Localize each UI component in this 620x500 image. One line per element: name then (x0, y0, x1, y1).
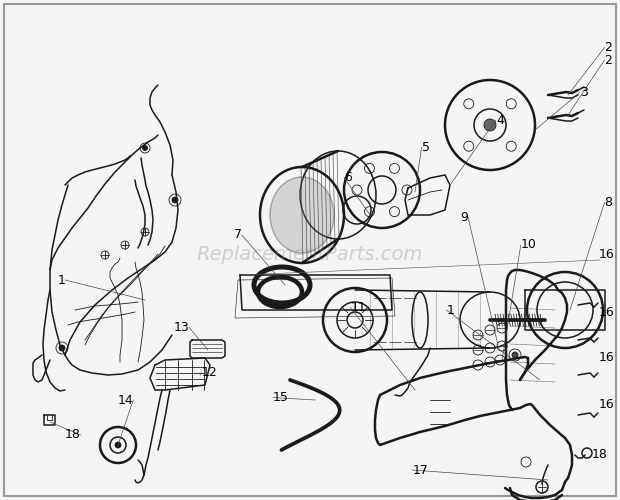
Text: 9: 9 (460, 211, 468, 224)
Text: 13: 13 (174, 321, 189, 334)
Text: 16: 16 (598, 248, 614, 262)
Circle shape (143, 146, 148, 150)
Text: 17: 17 (412, 464, 428, 476)
Text: 2: 2 (604, 41, 613, 54)
Text: 8: 8 (604, 196, 613, 209)
Text: 10: 10 (521, 238, 537, 252)
Text: 1: 1 (446, 304, 454, 316)
Text: 16: 16 (598, 351, 614, 364)
Text: 6: 6 (344, 171, 352, 184)
Text: 7: 7 (234, 228, 242, 241)
Text: 18: 18 (64, 428, 81, 442)
Text: 3: 3 (580, 86, 588, 99)
Text: ReplacementParts.com: ReplacementParts.com (197, 246, 423, 264)
Text: 18: 18 (592, 448, 608, 462)
Text: 15: 15 (273, 391, 289, 404)
Circle shape (59, 345, 65, 351)
Circle shape (512, 352, 518, 358)
Ellipse shape (270, 177, 334, 253)
Text: 1: 1 (57, 274, 65, 286)
Text: 12: 12 (202, 366, 217, 379)
Circle shape (484, 119, 496, 131)
Circle shape (172, 197, 178, 203)
Text: 4: 4 (496, 114, 504, 126)
Text: 5: 5 (422, 141, 430, 154)
Text: 2: 2 (604, 54, 613, 66)
Circle shape (115, 442, 121, 448)
Text: 16: 16 (598, 306, 614, 319)
Text: 14: 14 (118, 394, 133, 406)
Text: 16: 16 (598, 398, 614, 411)
Text: 11: 11 (350, 301, 366, 314)
